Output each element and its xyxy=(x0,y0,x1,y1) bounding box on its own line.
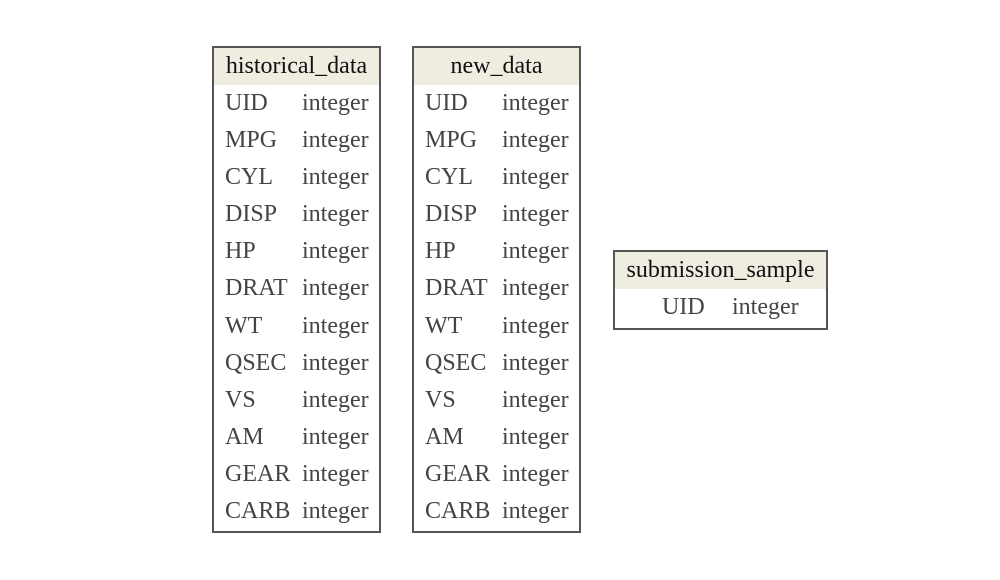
field-row[interactable]: WT integer xyxy=(414,308,579,345)
field-row[interactable]: CYL integer xyxy=(414,159,579,196)
field-type: integer xyxy=(302,386,369,413)
table-title: historical_data xyxy=(214,48,379,85)
field-name: HP xyxy=(225,238,256,265)
field-type: integer xyxy=(502,238,569,265)
field-type: integer xyxy=(302,275,369,302)
field-row[interactable]: HP integer xyxy=(214,233,379,270)
field-type: integer xyxy=(502,127,569,154)
field-name: CARB xyxy=(425,498,491,525)
field-name: CYL xyxy=(225,164,273,191)
field-row[interactable]: QSEC integer xyxy=(214,345,379,382)
field-type: integer xyxy=(502,349,569,376)
field-name: UID xyxy=(225,90,268,116)
field-name: WT xyxy=(225,312,263,339)
field-name: DISP xyxy=(425,201,478,228)
field-name: UID xyxy=(425,90,468,116)
field-name: VS xyxy=(425,386,456,413)
field-row[interactable]: DISP integer xyxy=(414,196,579,233)
field-name: UID xyxy=(662,294,705,320)
field-name: GEAR xyxy=(225,460,291,487)
field-type: integer xyxy=(502,275,569,302)
field-list: UID integer MPG integer CYL integer DISP intege… xyxy=(414,85,579,530)
field-type: integer xyxy=(502,312,569,339)
field-row[interactable]: MPG integer xyxy=(414,122,579,159)
field-row[interactable]: HP integer xyxy=(414,233,579,270)
field-name: DISP xyxy=(225,201,278,228)
field-name: WT xyxy=(425,312,463,339)
field-row[interactable]: MPG integer xyxy=(214,122,379,159)
table-title: new_data xyxy=(414,48,579,85)
field-row[interactable]: QSEC integer xyxy=(414,345,579,382)
field-name: DRAT xyxy=(425,275,488,302)
field-type: integer xyxy=(302,164,369,191)
field-type: integer xyxy=(732,294,799,320)
field-row[interactable]: AM integer xyxy=(214,419,379,456)
field-type: integer xyxy=(302,238,369,265)
field-type: integer xyxy=(502,201,569,228)
field-row[interactable]: UID integer xyxy=(414,85,579,122)
field-row[interactable]: CYL integer xyxy=(214,159,379,196)
field-name: QSEC xyxy=(425,349,487,376)
field-type: integer xyxy=(302,312,369,339)
field-row[interactable]: WT integer xyxy=(214,308,379,345)
field-name: QSEC xyxy=(225,349,287,376)
field-type: integer xyxy=(502,386,569,413)
field-name: DRAT xyxy=(225,275,288,302)
field-type: integer xyxy=(302,349,369,376)
table-new-data[interactable]: new_data UID integer MPG integer CYL integer D… xyxy=(412,46,581,533)
field-type: integer xyxy=(302,460,369,487)
field-type: integer xyxy=(502,164,569,191)
field-name: HP xyxy=(425,238,456,265)
table-submission-sample[interactable]: submission_sample UID integer xyxy=(613,250,828,330)
field-list: UID integer xyxy=(615,289,826,326)
field-row[interactable]: UID integer xyxy=(214,85,379,122)
field-name: MPG xyxy=(225,127,278,154)
table-historical-data[interactable]: historical_data UID integer MPG integer CYL i… xyxy=(212,46,381,533)
field-row[interactable]: VS integer xyxy=(214,382,379,419)
field-type: integer xyxy=(302,90,369,116)
field-type: integer xyxy=(502,90,569,116)
field-name: VS xyxy=(225,386,256,413)
field-name: CARB xyxy=(225,498,291,525)
field-row[interactable]: DRAT integer xyxy=(414,270,579,307)
field-type: integer xyxy=(302,423,369,450)
field-name: CYL xyxy=(425,164,473,191)
field-name: AM xyxy=(225,423,264,450)
field-row[interactable]: DRAT integer xyxy=(214,270,379,307)
table-title: submission_sample xyxy=(615,252,826,289)
field-row[interactable]: CARB integer xyxy=(214,493,379,530)
field-row[interactable]: GEAR integer xyxy=(414,456,579,493)
field-type: integer xyxy=(502,460,569,487)
field-name: MPG xyxy=(425,127,478,154)
field-row[interactable]: CARB integer xyxy=(414,493,579,530)
field-row[interactable]: GEAR integer xyxy=(214,456,379,493)
field-row[interactable]: DISP integer xyxy=(214,196,379,233)
field-row[interactable]: VS integer xyxy=(414,382,579,419)
field-list: UID integer MPG integer CYL integer DISP intege… xyxy=(214,85,379,530)
field-type: integer xyxy=(302,127,369,154)
field-type: integer xyxy=(302,498,369,525)
field-row[interactable]: AM integer xyxy=(414,419,579,456)
field-type: integer xyxy=(302,201,369,228)
field-name: AM xyxy=(425,423,464,450)
field-type: integer xyxy=(502,498,569,525)
field-type: integer xyxy=(502,423,569,450)
field-name: GEAR xyxy=(425,460,491,487)
field-row[interactable]: UID integer xyxy=(615,289,826,326)
